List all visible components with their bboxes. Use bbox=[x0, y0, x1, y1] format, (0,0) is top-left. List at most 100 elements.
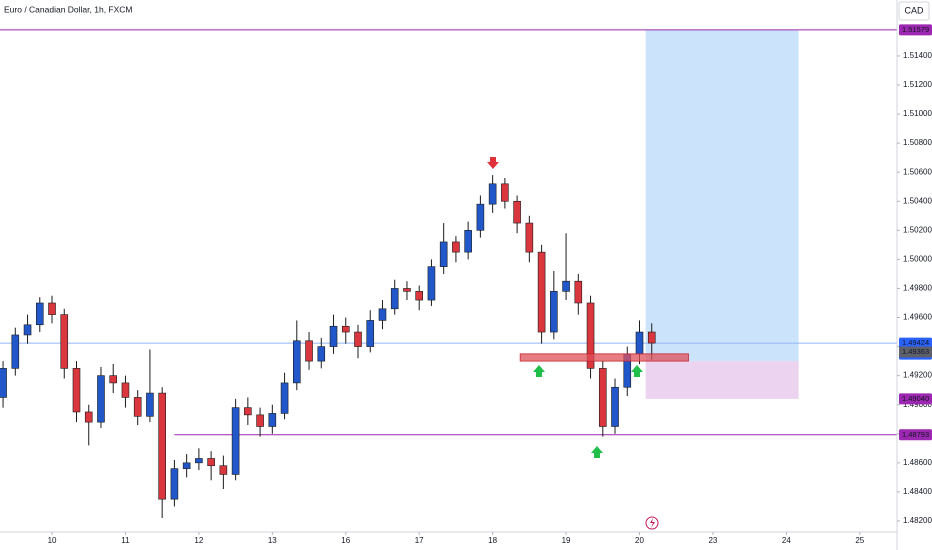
x-tick-label: 16 bbox=[341, 536, 350, 545]
candle-body bbox=[574, 280, 583, 304]
candle-body bbox=[525, 222, 534, 253]
candle-body bbox=[427, 266, 436, 301]
background-layer bbox=[0, 29, 897, 436]
event-icon[interactable] bbox=[645, 516, 659, 530]
y-tick-label: 1.49800 bbox=[903, 284, 932, 293]
candle-body bbox=[35, 302, 44, 326]
candle-body bbox=[390, 288, 399, 310]
candle-body bbox=[23, 324, 32, 336]
y-tick-label: 1.50600 bbox=[903, 167, 932, 176]
price-tag bbox=[899, 24, 932, 36]
candle-body bbox=[586, 302, 595, 369]
y-tick-label: 1.51400 bbox=[903, 51, 932, 60]
candle-body bbox=[293, 340, 301, 384]
candle-body bbox=[488, 183, 497, 205]
y-tick-label: 1.49600 bbox=[903, 313, 932, 322]
candle-body bbox=[280, 382, 289, 414]
candle-body bbox=[0, 368, 7, 398]
up-arrow bbox=[533, 365, 545, 377]
y-tick-label: 1.48200 bbox=[903, 516, 932, 525]
y-tick-label: 1.48600 bbox=[903, 458, 932, 467]
candle-body bbox=[611, 386, 619, 427]
x-tick-label: 10 bbox=[48, 536, 57, 545]
candle-body bbox=[72, 368, 81, 413]
y-tick-label: 1.48400 bbox=[903, 487, 932, 496]
y-tick-label: 1.51000 bbox=[903, 109, 932, 118]
candles-layer bbox=[0, 175, 656, 519]
candle-body bbox=[476, 203, 485, 231]
candle-body bbox=[207, 458, 215, 467]
candle-body bbox=[84, 411, 93, 423]
candle-body bbox=[501, 183, 509, 202]
candle-body bbox=[378, 308, 387, 321]
candle-body bbox=[464, 230, 472, 253]
take-profit-area bbox=[645, 29, 799, 362]
y-tick-label: 1.50800 bbox=[903, 138, 932, 147]
candle-body bbox=[598, 368, 607, 427]
down-arrow bbox=[487, 157, 499, 169]
y-tick-label: 1.50400 bbox=[903, 196, 932, 205]
x-tick-label: 23 bbox=[708, 536, 717, 545]
x-tick-label: 11 bbox=[121, 536, 130, 545]
candle-body bbox=[256, 414, 264, 427]
price-tag bbox=[899, 429, 932, 441]
candle-body bbox=[244, 407, 252, 416]
candle-body bbox=[354, 331, 362, 347]
candle-body bbox=[647, 331, 656, 344]
candle-body bbox=[341, 325, 350, 333]
candle-body bbox=[550, 291, 558, 333]
entry-zone bbox=[519, 353, 689, 362]
candle-body bbox=[268, 413, 277, 427]
up-arrow bbox=[631, 365, 643, 377]
candle-body bbox=[182, 462, 191, 469]
x-tick-label: 19 bbox=[562, 536, 571, 545]
candle-body bbox=[329, 325, 338, 347]
candle-body bbox=[366, 320, 375, 347]
candle-body bbox=[48, 302, 56, 315]
candle-body bbox=[635, 331, 644, 355]
y-tick-label: 1.51200 bbox=[903, 80, 932, 89]
candle-body bbox=[121, 382, 130, 398]
candle-body bbox=[11, 334, 20, 369]
y-tick-label: 1.50000 bbox=[903, 254, 932, 263]
candle-body bbox=[513, 200, 521, 224]
price-tag-label: 1.51579 bbox=[902, 25, 929, 34]
x-tick-label: 24 bbox=[782, 536, 791, 545]
candle-body bbox=[452, 241, 460, 253]
price-tag-label: 1.49424 bbox=[902, 338, 929, 347]
candle-body bbox=[231, 407, 240, 475]
up-arrow bbox=[591, 446, 603, 458]
x-tick-label: 18 bbox=[488, 536, 497, 545]
candle-body bbox=[403, 288, 411, 292]
candle-body bbox=[109, 375, 118, 384]
currency-label: CAD bbox=[904, 5, 924, 15]
x-tick-label: 25 bbox=[855, 536, 864, 545]
y-tick-label: 1.50200 bbox=[903, 225, 932, 234]
candle-body bbox=[439, 241, 448, 267]
stop-loss-area bbox=[645, 361, 799, 399]
price-tag bbox=[899, 346, 932, 358]
candle-body bbox=[60, 314, 69, 369]
candle-body bbox=[158, 392, 166, 500]
candle-body bbox=[170, 468, 179, 500]
price-tag-label: 1.49363 bbox=[902, 347, 929, 356]
candle-body bbox=[146, 392, 154, 417]
candle-body bbox=[305, 340, 313, 362]
x-tick-label: 17 bbox=[415, 536, 424, 545]
chart-title: Euro / Canadian Dollar, 1h, FXCM bbox=[4, 4, 133, 14]
candle-body bbox=[97, 375, 105, 423]
x-tick-label: 13 bbox=[268, 536, 277, 545]
candle-body bbox=[415, 291, 423, 301]
price-tag-label: 1.49040 bbox=[902, 394, 929, 403]
y-tick-label: 1.49200 bbox=[903, 371, 932, 380]
candle-body bbox=[317, 346, 326, 362]
candle-body bbox=[537, 251, 546, 333]
event-bolt bbox=[650, 518, 655, 528]
currency-button[interactable] bbox=[898, 1, 930, 21]
x-tick-label: 20 bbox=[635, 536, 644, 545]
price-tag-label: 1.48793 bbox=[902, 430, 929, 439]
candle-body bbox=[219, 465, 228, 475]
candle-body bbox=[133, 397, 142, 417]
